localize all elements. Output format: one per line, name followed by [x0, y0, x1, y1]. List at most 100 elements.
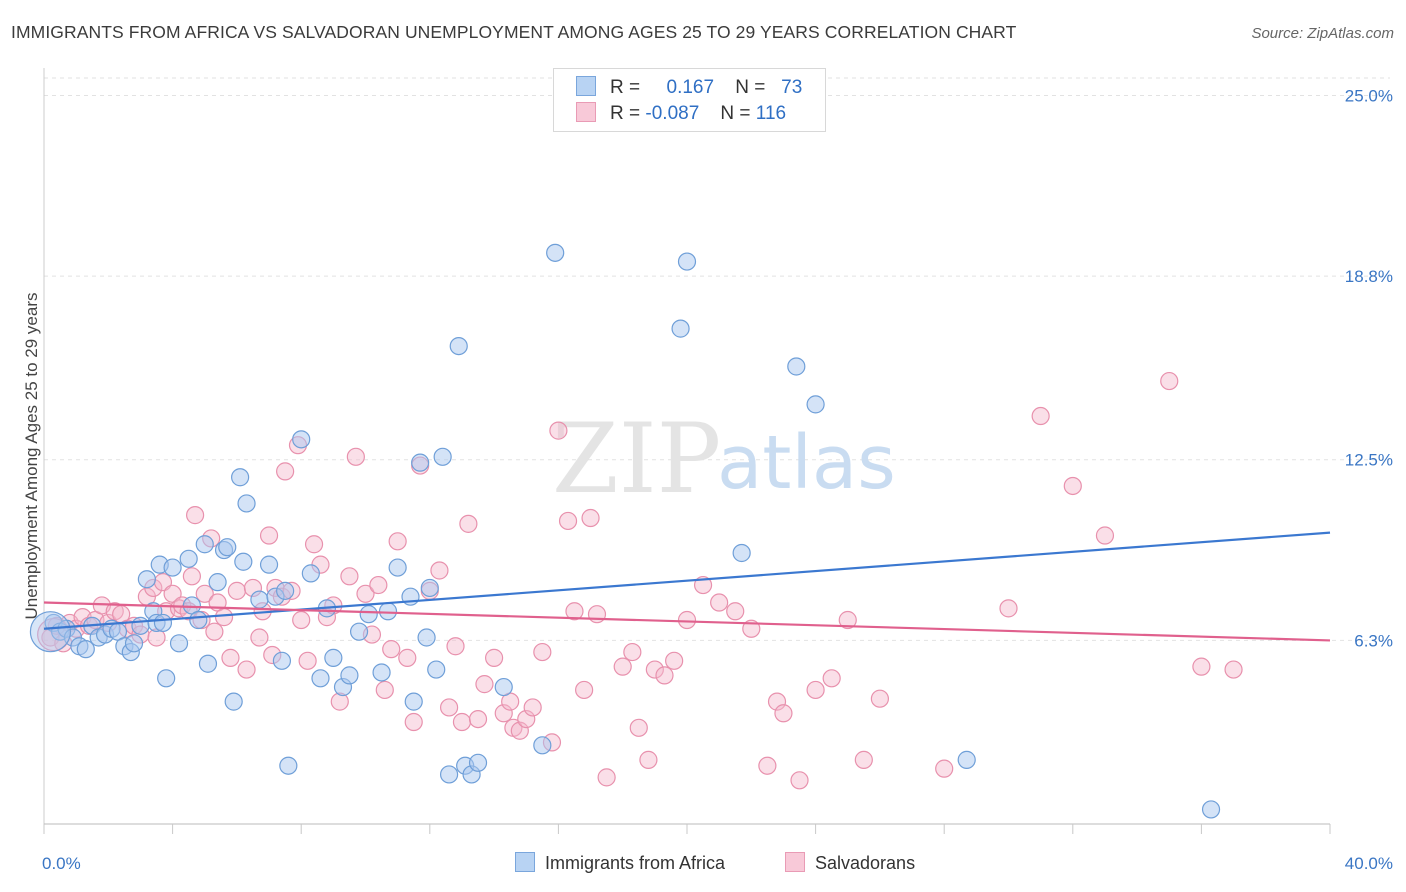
- salvadorans-point: [292, 610, 311, 630]
- africa-point: [439, 765, 459, 784]
- salvadorans-point: [182, 567, 201, 586]
- salvadorans-point: [1063, 476, 1082, 496]
- africa-point: [417, 628, 436, 647]
- africa-point: [208, 573, 227, 592]
- salvadorans-point: [430, 561, 449, 580]
- salvadorans-point: [446, 637, 465, 656]
- salvadorans-points: [37, 371, 1243, 790]
- salvadorans-point: [298, 651, 317, 670]
- salvadorans-point: [665, 651, 684, 670]
- africa-point: [231, 468, 250, 487]
- salvadorans-point: [565, 602, 584, 621]
- salvadorans-point: [369, 575, 388, 595]
- salvadorans-point: [195, 584, 214, 603]
- salvadorans-point: [523, 698, 542, 717]
- bottom-legend-salvadorans: Salvadorans: [785, 852, 915, 874]
- salvadorans-point: [710, 593, 729, 612]
- africa-point: [76, 640, 95, 659]
- legend-n-label: N =: [735, 77, 766, 98]
- salvadorans-point: [485, 648, 504, 667]
- salvadorans-point: [346, 447, 365, 466]
- africa-point: [237, 494, 256, 513]
- salvadorans-point: [205, 622, 224, 641]
- salvadorans-point: [1224, 660, 1243, 679]
- salvadorans-point: [186, 506, 205, 525]
- africa-point: [468, 753, 488, 772]
- africa-point: [301, 564, 320, 583]
- africa-point: [324, 648, 343, 667]
- salvadorans-point: [459, 514, 478, 533]
- africa-point: [494, 677, 513, 697]
- africa-point: [153, 613, 173, 633]
- africa-point: [292, 430, 311, 449]
- africa-point: [349, 622, 369, 641]
- africa-point: [671, 319, 690, 338]
- africa-point: [806, 395, 825, 414]
- salvadorans-point: [475, 675, 494, 694]
- africa-point: [533, 736, 552, 755]
- bottom-label-salvadorans: Salvadorans: [815, 853, 916, 873]
- trend-lines: [43, 531, 1331, 642]
- africa-point: [163, 558, 182, 577]
- africa-point: [359, 605, 378, 624]
- salvadorans-point: [517, 709, 536, 729]
- salvadorans-point: [822, 669, 841, 688]
- salvadorans-point: [774, 704, 793, 723]
- salvadorans-point: [250, 628, 269, 647]
- africa-point: [677, 252, 697, 271]
- salvadorans-point: [655, 666, 674, 685]
- salvadorans-point: [382, 640, 401, 659]
- salvadorans-point: [1160, 371, 1179, 391]
- salvadorans-point: [575, 680, 594, 700]
- legend-row-africa: R = 0.167 N = 73: [576, 76, 802, 100]
- salvadorans-point: [558, 511, 578, 531]
- africa-point: [546, 243, 565, 262]
- y-tick-label: 18.8%: [1345, 267, 1393, 286]
- salvadorans-point: [510, 721, 529, 740]
- bottom-legend-africa: Immigrants from Africa: [515, 852, 725, 874]
- salvadorans-point: [645, 660, 664, 679]
- salvadorans-point: [790, 771, 809, 790]
- chart-title: IMMIGRANTS FROM AFRICA VS SALVADORAN UNE…: [11, 22, 1017, 42]
- bottom-swatch-africa: [515, 852, 535, 872]
- africa-point: [259, 555, 279, 574]
- y-axis-title: Unemployment Among Ages 25 to 29 years: [22, 293, 41, 620]
- y-tick-label: 25.0%: [1345, 86, 1393, 105]
- legend-row-salvadorans: R = -0.087 N = 116: [576, 102, 786, 126]
- salvadorans-point: [806, 680, 825, 700]
- africa-point: [372, 663, 391, 682]
- salvadorans-point: [237, 660, 256, 679]
- legend-swatch-salvadorans: [576, 102, 596, 122]
- africa-point: [224, 692, 243, 711]
- salvadorans-point: [404, 712, 423, 732]
- axes: [43, 68, 1331, 834]
- legend-r-value-africa: 0.167: [666, 77, 715, 98]
- salvadorans-point: [597, 768, 616, 787]
- salvadorans-point: [549, 421, 568, 440]
- watermark-zip: ZIP: [552, 403, 721, 515]
- salvadorans-point: [494, 704, 513, 723]
- salvadorans-point: [468, 709, 488, 729]
- salvadorans-point: [259, 526, 279, 545]
- africa-point: [732, 543, 751, 563]
- salvadorans-point: [214, 608, 234, 627]
- salvadorans-point: [767, 692, 787, 711]
- salvadorans-point: [854, 750, 873, 769]
- watermark-atlas: atlas: [717, 420, 896, 506]
- legend-n-value-salvadorans: 116: [755, 103, 787, 124]
- source-label: Source: ZipAtlas.com: [1251, 25, 1394, 42]
- salvadorans-point: [340, 567, 359, 586]
- legend-n-value-africa: 73: [781, 77, 803, 98]
- salvadorans-point: [613, 657, 632, 676]
- africa-point: [198, 654, 218, 673]
- salvadorans-point: [533, 642, 552, 662]
- salvadorans-trend-line: [43, 601, 1331, 642]
- africa-point: [388, 558, 407, 577]
- africa-point: [250, 590, 269, 609]
- salvadorans-point: [276, 462, 295, 481]
- stats-legend: R = 0.167 N = 73 R = -0.087 N = 116: [553, 68, 826, 132]
- africa-point: [279, 756, 298, 775]
- salvadorans-point: [587, 605, 607, 624]
- africa-points: [29, 243, 1221, 819]
